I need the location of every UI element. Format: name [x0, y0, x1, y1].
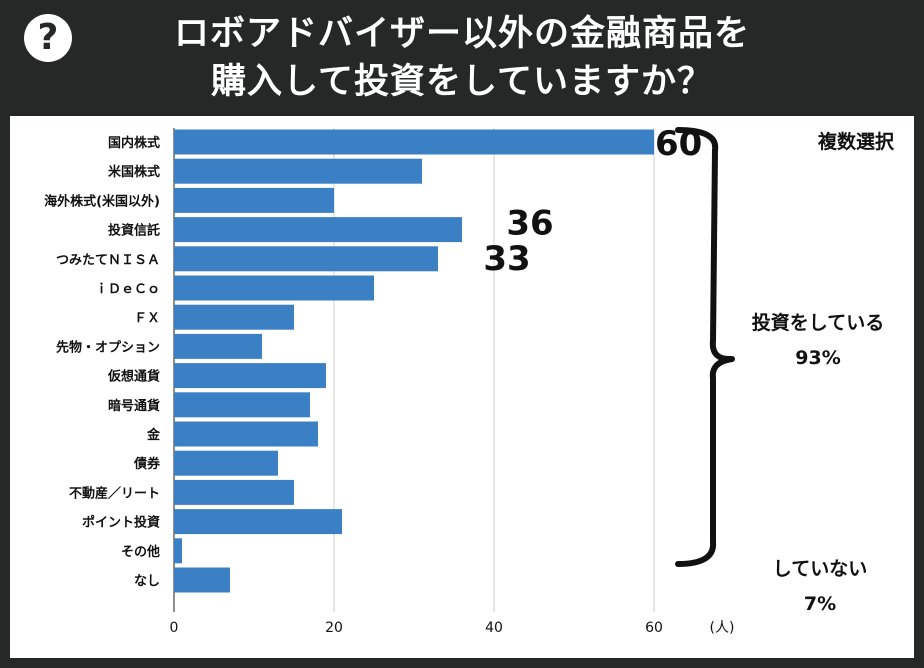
- bar: [174, 275, 374, 301]
- bar: [174, 129, 654, 155]
- not-investing-label: していない: [773, 558, 867, 580]
- bar: [174, 158, 422, 184]
- bar: [174, 333, 262, 359]
- investing-percent: 93%: [795, 347, 840, 369]
- category-label: ｉＤｅＣｏ: [95, 282, 160, 297]
- category-label: 金: [146, 427, 161, 443]
- category-label: なし: [134, 574, 160, 589]
- bar: [174, 363, 326, 389]
- category-label: 米国株式: [108, 164, 160, 180]
- category-label: 債券: [133, 456, 161, 472]
- chart-panel: 国内株式米国株式海外株式(米国以外) 投資信託つみたてＮＩＳＡ ｉＤｅＣｏ ＦＸ 先物・…: [10, 116, 914, 658]
- title-line-1: ロボアドバイザー以外の金融商品を: [173, 14, 750, 54]
- category-label: 海外株式(米国以外): [44, 193, 160, 209]
- x-tick-label: 40: [485, 620, 503, 636]
- bar: [174, 479, 294, 505]
- category-label: ＦＸ: [134, 311, 160, 326]
- bar: [174, 421, 318, 447]
- x-axis-unit: (人): [710, 620, 735, 636]
- value-label: 36: [506, 204, 553, 244]
- title-line-2: 購入して投資をしていますか？: [211, 62, 713, 102]
- header: ? ロボアドバイザー以外の金融商品を 購入して投資をしていますか？: [0, 0, 924, 114]
- investing-label: 投資をしている: [752, 311, 884, 334]
- question-icon: ?: [24, 14, 72, 62]
- bar: [174, 450, 278, 476]
- bar: [174, 246, 438, 272]
- x-tick-label: 20: [325, 620, 343, 636]
- category-label: その他: [121, 544, 160, 560]
- x-tick-label: 0: [170, 620, 179, 636]
- bar: [174, 217, 462, 243]
- bar: [174, 509, 342, 535]
- category-label: 先物・オプション: [56, 339, 160, 355]
- category-label: ポイント投資: [82, 515, 160, 531]
- x-tick-label: 60: [645, 620, 663, 636]
- category-label: 投資信託: [108, 223, 160, 239]
- bar: [174, 538, 182, 564]
- bar: [174, 567, 230, 593]
- multi-select-note: 複数選択: [817, 130, 895, 153]
- bar: [174, 187, 334, 213]
- bar: [174, 392, 310, 418]
- chart-title: ロボアドバイザー以外の金融商品を 購入して投資をしていますか？: [90, 10, 834, 106]
- group-brace: [675, 127, 735, 567]
- category-label: 暗号通貨: [108, 398, 160, 414]
- category-label: 仮想通貨: [107, 369, 160, 385]
- category-label: 不動産／リート: [69, 485, 160, 501]
- category-label: 国内株式: [108, 135, 160, 151]
- not-investing-percent: 7%: [804, 593, 836, 615]
- bar: [174, 304, 294, 330]
- value-label: 33: [483, 239, 530, 279]
- category-label: つみたてＮＩＳＡ: [56, 253, 160, 268]
